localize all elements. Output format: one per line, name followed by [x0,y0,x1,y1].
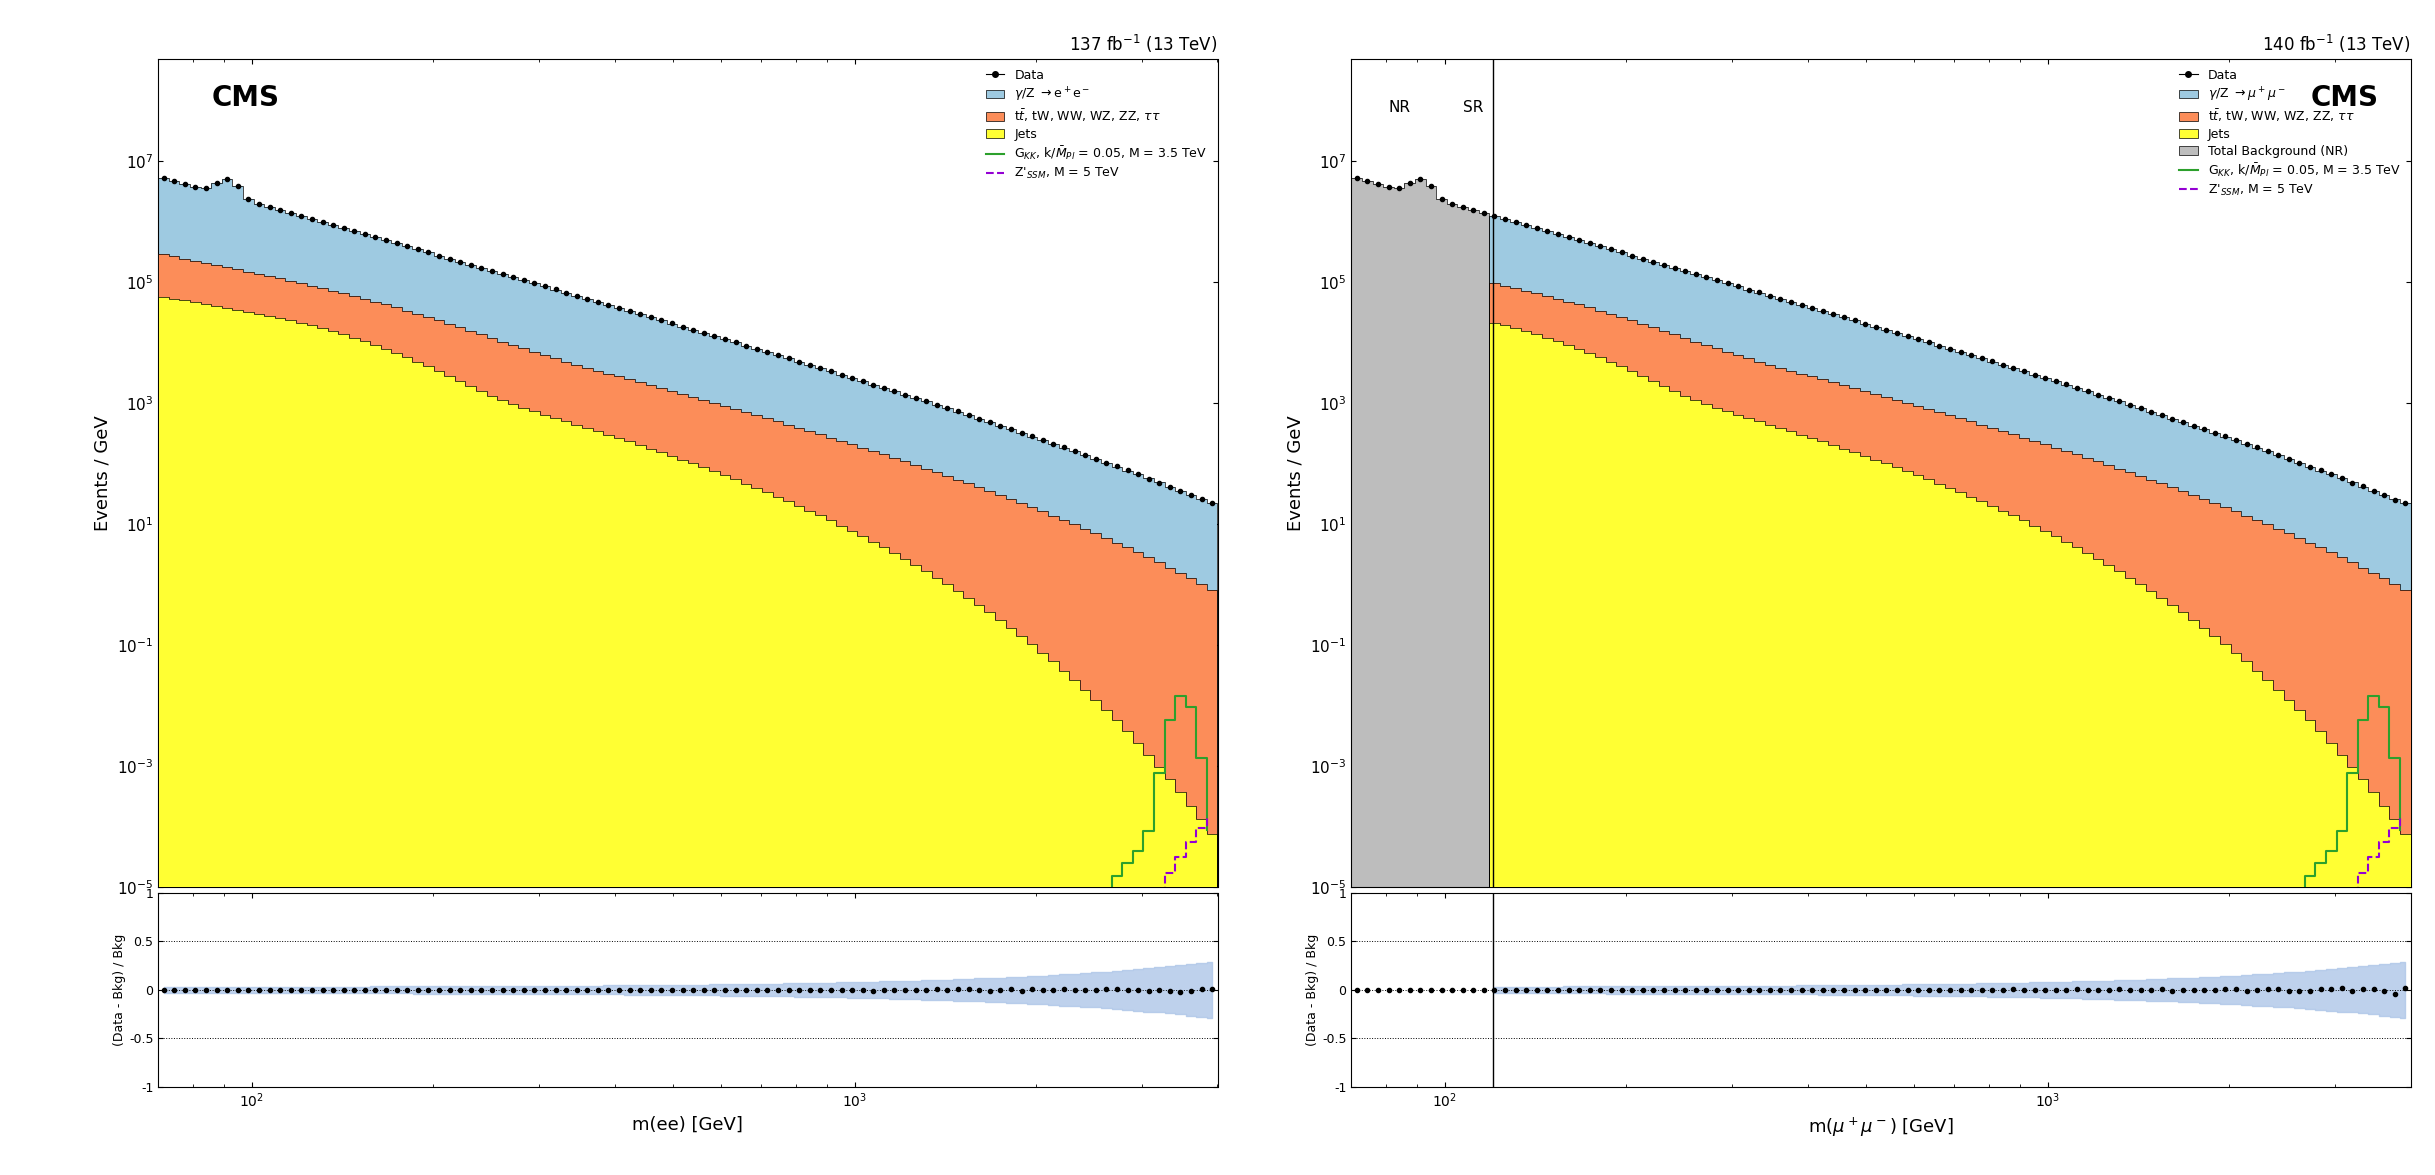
Text: CMS: CMS [2311,83,2379,112]
Y-axis label: (Data - Bkg) / Bkg: (Data - Bkg) / Bkg [1305,934,1320,1046]
Legend: Data, $\gamma$/Z $\rightarrow\mu^+\mu^-$, t$\bar{t}$, tW, WW, WZ, ZZ, $\tau\tau$: Data, $\gamma$/Z $\rightarrow\mu^+\mu^-$… [2174,65,2403,202]
Y-axis label: Events / GeV: Events / GeV [1286,415,1305,531]
Legend: Data, $\gamma$/Z $\rightarrow$e$^+$e$^-$, t$\bar{t}$, tW, WW, WZ, ZZ, $\tau\tau$: Data, $\gamma$/Z $\rightarrow$e$^+$e$^-$… [981,65,1210,184]
Text: CMS: CMS [212,83,280,112]
Y-axis label: (Data - Bkg) / Bkg: (Data - Bkg) / Bkg [112,934,127,1046]
Y-axis label: Events / GeV: Events / GeV [93,415,112,531]
X-axis label: m($\mu^+\mu^-$) [GeV]: m($\mu^+\mu^-$) [GeV] [1809,1116,1953,1140]
Text: NR: NR [1388,100,1410,115]
Text: SR: SR [1463,100,1483,115]
Text: 140 fb$^{-1}$ (13 TeV): 140 fb$^{-1}$ (13 TeV) [2262,33,2411,54]
Bar [158,893,1218,1087]
Text: 137 fb$^{-1}$ (13 TeV): 137 fb$^{-1}$ (13 TeV) [1069,33,1218,54]
X-axis label: m(ee) [GeV]: m(ee) [GeV] [633,1116,743,1134]
